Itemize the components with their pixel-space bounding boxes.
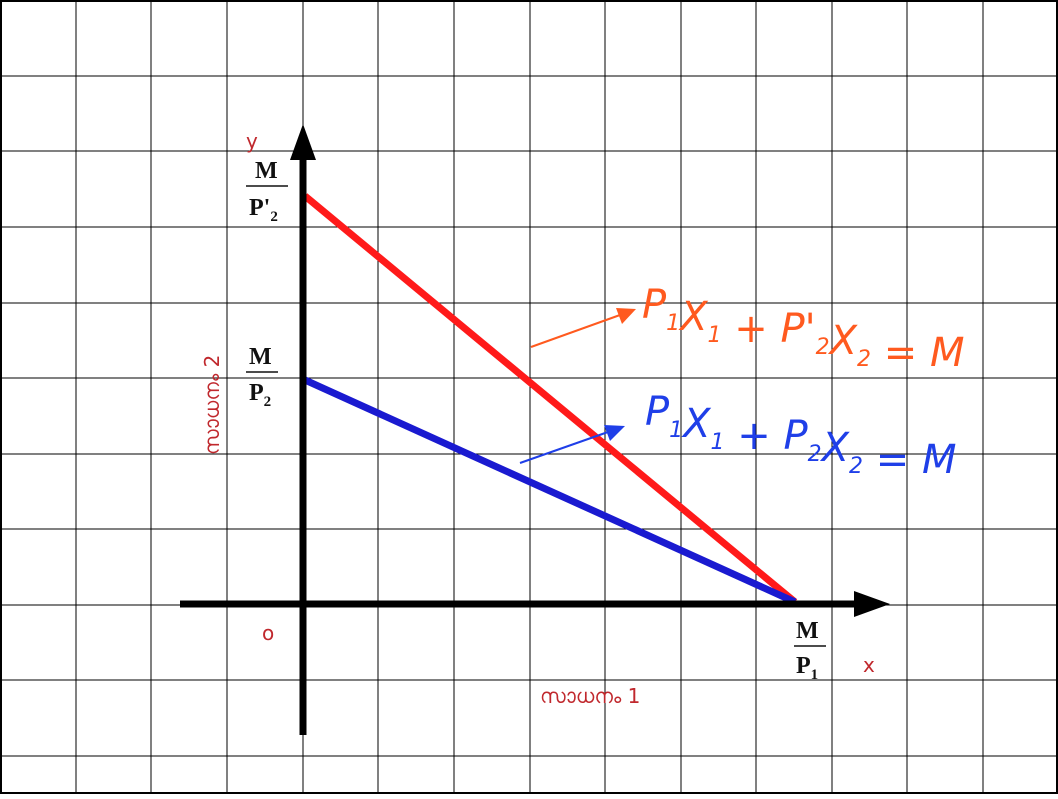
- equation-term: X: [828, 318, 859, 364]
- equation-term: P: [642, 282, 667, 328]
- equation-term: = M: [871, 330, 964, 376]
- blue-budget-equation: P1X1 + P2X2 = M: [645, 389, 956, 483]
- x-axis-arrowhead: [854, 591, 890, 617]
- equation-term: + P': [722, 306, 816, 352]
- equation-subscript: 1: [669, 418, 683, 443]
- x-axis-letter: x: [863, 653, 875, 677]
- red-pointer-arrow: [530, 314, 621, 348]
- origin-label: o: [262, 621, 274, 645]
- y-intercept-blue-fraction: M P2: [246, 344, 278, 410]
- equation-subscript: 2: [808, 442, 822, 467]
- equation-subscript: 2: [849, 454, 863, 479]
- y-intercept-red-fraction: M P'2: [246, 158, 288, 225]
- equation-term: = M: [863, 437, 956, 483]
- equation-term: X: [820, 425, 851, 471]
- fraction-numerator: M: [249, 344, 272, 370]
- equation-term: X: [678, 294, 709, 340]
- y-axis-arrowhead: [290, 124, 316, 160]
- equation-subscript: 1: [711, 430, 725, 455]
- fraction-numerator: M: [796, 618, 819, 644]
- red-budget-equation: P1X1 + P'2X2 = M: [642, 282, 964, 376]
- equation-subscript: 2: [816, 335, 830, 360]
- equation-term: X: [681, 401, 712, 447]
- equation-term: + P: [725, 413, 809, 459]
- equation-subscript: 2: [857, 347, 871, 372]
- equation-subscript: 1: [666, 311, 680, 336]
- y-axis-title: സാധനം 2: [200, 355, 224, 455]
- fraction-denominator: P1: [796, 653, 818, 683]
- red-budget-line: [302, 193, 798, 605]
- equation-subscript: 1: [708, 323, 722, 348]
- blue-pointer-arrow: [519, 431, 609, 464]
- equation-term: P: [645, 389, 670, 435]
- x-intercept-fraction: M P1: [794, 618, 826, 683]
- fraction-numerator: M: [255, 158, 278, 184]
- fraction-denominator: P'2: [249, 195, 278, 225]
- blue-budget-line: [303, 376, 797, 606]
- blue-pointer-arrowhead: [604, 425, 625, 441]
- x-axis-title: സാധനം 1: [540, 684, 640, 708]
- y-axis-letter: y: [246, 129, 258, 153]
- fraction-denominator: P2: [249, 380, 271, 410]
- red-pointer-arrowhead: [616, 308, 636, 324]
